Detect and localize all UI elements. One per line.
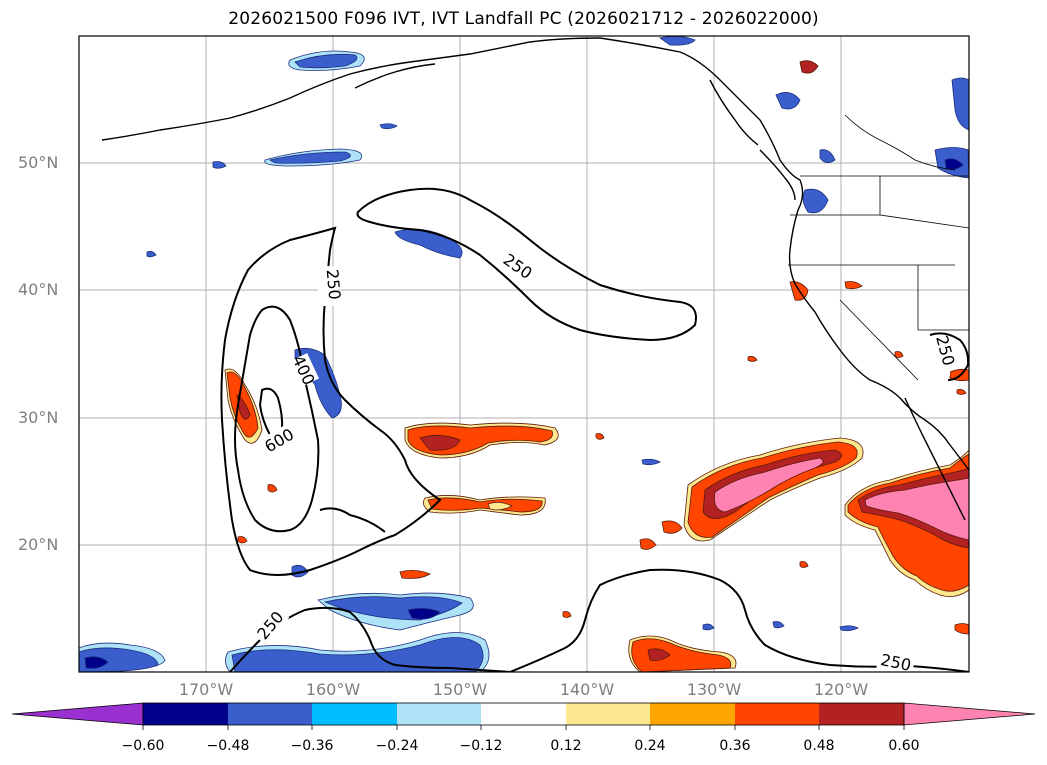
lat-label: 50°N [18, 153, 59, 172]
colorbar-extend-low [11, 702, 144, 726]
colorbar-segment [819, 703, 904, 725]
lon-label: 170°W [178, 680, 234, 699]
lon-label: 130°W [686, 680, 742, 699]
colorbar-tick-label: 0.48 [803, 738, 835, 754]
lon-label: 150°W [432, 680, 488, 699]
negative-pc-shading [79, 36, 969, 672]
contour-label-bg [259, 422, 299, 458]
colorbar-segment [397, 703, 481, 725]
colorbar [11, 702, 1036, 730]
gridlines [79, 36, 969, 672]
colorbar-tick-label: 0.36 [719, 738, 751, 754]
map-area: 250 250 400 600 250 250 250 [79, 36, 969, 675]
contour-label-bg [930, 340, 950, 376]
contour-label-bg [497, 247, 539, 285]
lat-label: 20°N [18, 535, 59, 554]
colorbar-tick-label: −0.36 [290, 738, 334, 754]
lon-label: 120°W [813, 680, 869, 699]
borders [788, 114, 969, 381]
lon-label: 140°W [559, 680, 615, 699]
contour-label-bg [289, 353, 319, 387]
colorbar-outline [142, 702, 905, 726]
colorbar-segment [481, 703, 566, 725]
lon-label: 160°W [305, 680, 361, 699]
contour-label: 250 [323, 268, 345, 300]
positive-pc-shading [224, 60, 969, 672]
colorbar-extend-high [903, 702, 1036, 726]
colorbar-segment [228, 703, 312, 725]
colorbar-tick-label: −0.60 [121, 738, 165, 754]
map-title: 2026021500 F096 IVT, IVT Landfall PC (20… [228, 9, 819, 29]
colorbar-tick-label: −0.48 [206, 738, 250, 754]
coastlines [101, 37, 969, 521]
colorbar-tick-label: 0.60 [888, 738, 920, 754]
contour-label-bg [876, 648, 916, 672]
colorbar-segment [566, 703, 650, 725]
colorbar-tick-label: −0.12 [459, 738, 503, 754]
colorbar-tick-label: 0.12 [550, 738, 582, 754]
colorbar-segment [312, 703, 397, 725]
lat-label: 40°N [18, 280, 59, 299]
lat-label: 30°N [18, 408, 59, 427]
colorbar-tick-label: 0.24 [634, 738, 666, 754]
colorbar-segment [650, 703, 735, 725]
colorbar-tick-label: −0.24 [375, 738, 419, 754]
contour-label-bg [250, 604, 290, 646]
colorbar-segment [735, 703, 819, 725]
colorbar-segment [143, 703, 228, 725]
map-frame [78, 35, 970, 673]
contour-label-bg [318, 266, 338, 306]
contour-label: 250 [879, 650, 913, 675]
